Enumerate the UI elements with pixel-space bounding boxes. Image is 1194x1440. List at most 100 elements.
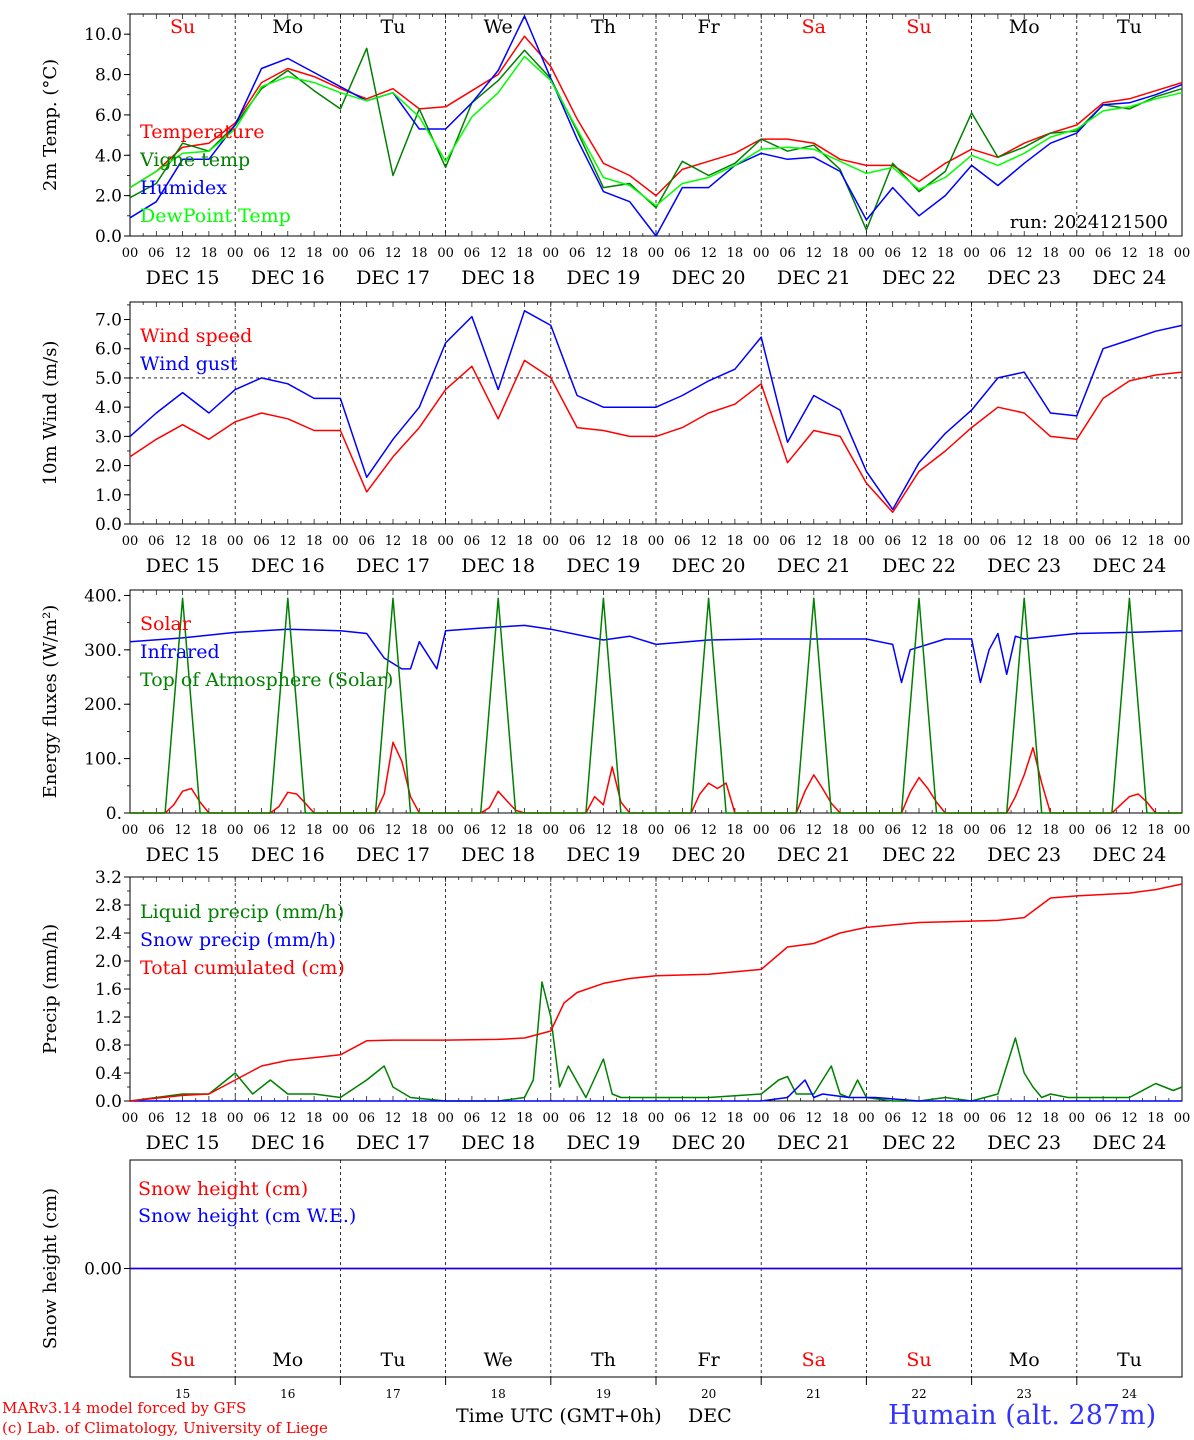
- hour-tick-label: 18: [832, 534, 849, 549]
- hour-tick-label: 00: [963, 246, 980, 261]
- date-label: DEC 23: [987, 1132, 1061, 1154]
- hour-tick-label: 06: [674, 823, 691, 838]
- hour-tick-label: 00: [1174, 1111, 1191, 1126]
- panel-frame: [129, 589, 1183, 814]
- y-axis-label: 10m Wind (m/s): [40, 341, 61, 486]
- date-label: DEC 16: [251, 267, 325, 289]
- date-label: DEC 17: [356, 1132, 430, 1154]
- hour-tick-label: 06: [148, 1111, 165, 1126]
- y-tick-label: 0.4: [95, 1064, 122, 1084]
- weekday-label: We: [484, 16, 513, 38]
- weekday-label: Tu: [381, 16, 406, 38]
- hour-tick-label: 06: [884, 534, 901, 549]
- hour-tick-label: 00: [753, 246, 770, 261]
- hour-tick-label: 00: [1069, 823, 1086, 838]
- hour-tick-label: 12: [1016, 1111, 1033, 1126]
- legend-entry: Solar: [140, 613, 192, 635]
- hour-tick-label: 00: [543, 823, 560, 838]
- series-liquid-precip-mm-h-: [129, 981, 1183, 1102]
- hour-tick-label: 12: [911, 246, 928, 261]
- date-label: DEC 22: [882, 844, 956, 866]
- y-tick-label: 8.0: [95, 66, 122, 86]
- hour-tick-label: 12: [806, 1111, 823, 1126]
- date-label: DEC 15: [146, 844, 220, 866]
- date-label: DEC 20: [672, 1132, 746, 1154]
- hour-tick-label: 12: [490, 534, 507, 549]
- weekday-label: Tu: [1117, 1349, 1142, 1371]
- date-label: DEC 19: [566, 555, 640, 577]
- hour-tick-label: 12: [280, 1111, 297, 1126]
- series-dewpoint-temp: [129, 55, 1183, 207]
- date-label: DEC 16: [251, 555, 325, 577]
- date-label: DEC 16: [251, 1132, 325, 1154]
- hour-tick-label: 12: [700, 534, 717, 549]
- hour-tick-label: 00: [227, 1111, 244, 1126]
- legend-entry: Snow precip (mm/h): [140, 929, 336, 951]
- date-label: DEC 15: [146, 1132, 220, 1154]
- date-label: DEC 22: [882, 555, 956, 577]
- hour-tick-label: 06: [990, 534, 1007, 549]
- hour-tick-label: 12: [174, 823, 191, 838]
- date-label: DEC 23: [987, 844, 1061, 866]
- hour-tick-label: 06: [569, 823, 586, 838]
- hour-tick-label: 00: [648, 823, 665, 838]
- hour-tick-label: 06: [674, 1111, 691, 1126]
- hour-tick-label: 12: [806, 823, 823, 838]
- series-snow-precip-mm-h-: [130, 1079, 1182, 1102]
- y-tick-label: 3.0: [95, 427, 122, 447]
- hour-tick-label: 12: [595, 246, 612, 261]
- hour-tick-label: 06: [253, 823, 270, 838]
- hour-tick-label: 06: [148, 246, 165, 261]
- hour-tick-label: 12: [385, 1111, 402, 1126]
- hour-tick-label: 12: [911, 823, 928, 838]
- legend-entry: Snow height (cm W.E.): [138, 1205, 356, 1227]
- y-tick-label: 10.0: [84, 25, 122, 45]
- hour-tick-label: 12: [806, 534, 823, 549]
- series-vigne-temp: [129, 47, 1183, 231]
- hour-tick-label: 12: [911, 534, 928, 549]
- legend-entry: Humidex: [140, 177, 227, 199]
- hour-tick-label: 12: [700, 823, 717, 838]
- hour-tick-label: 06: [148, 823, 165, 838]
- hour-tick-label: 00: [543, 246, 560, 261]
- y-tick-label: 2.0: [95, 457, 122, 477]
- date-label: DEC 16: [251, 844, 325, 866]
- y-tick-label: 3.2: [95, 868, 122, 888]
- hour-tick-label: 12: [385, 823, 402, 838]
- weekday-label: Sa: [802, 1349, 826, 1371]
- hour-tick-label: 00: [122, 823, 139, 838]
- day-number: 22: [911, 1387, 926, 1401]
- date-label: DEC 24: [1092, 267, 1166, 289]
- hour-tick-label: 12: [1121, 246, 1138, 261]
- hour-tick-label: 00: [332, 246, 349, 261]
- hour-tick-label: 06: [358, 534, 375, 549]
- hour-tick-label: 18: [937, 1111, 954, 1126]
- x-axis-title: Time UTC (GMT+0h): [456, 1405, 662, 1427]
- y-tick-label: 4.0: [95, 146, 122, 166]
- date-label: DEC 20: [672, 267, 746, 289]
- y-tick-label: 2.0: [95, 187, 122, 207]
- hour-tick-label: 00: [1069, 534, 1086, 549]
- legend-entry: Infrared: [140, 641, 220, 663]
- series-top-of-atmosphere-solar-: [130, 597, 1182, 814]
- hour-tick-label: 06: [253, 246, 270, 261]
- hour-tick-label: 18: [727, 823, 744, 838]
- y-tick-label: 300.: [84, 641, 122, 661]
- hour-tick-label: 12: [280, 823, 297, 838]
- hour-tick-label: 06: [884, 823, 901, 838]
- date-label: DEC 19: [566, 1132, 640, 1154]
- hour-tick-label: 06: [358, 1111, 375, 1126]
- hour-tick-label: 12: [1121, 1111, 1138, 1126]
- weekday-label: Fr: [697, 1349, 720, 1371]
- hour-tick-label: 06: [779, 823, 796, 838]
- hour-tick-label: 00: [227, 534, 244, 549]
- hour-tick-label: 12: [911, 1111, 928, 1126]
- hour-tick-label: 12: [1121, 823, 1138, 838]
- hour-tick-label: 00: [543, 534, 560, 549]
- hour-tick-label: 00: [122, 1111, 139, 1126]
- month-label: DEC: [688, 1405, 732, 1427]
- date-label: DEC 23: [987, 555, 1061, 577]
- hour-tick-label: 00: [753, 823, 770, 838]
- hour-tick-label: 06: [884, 246, 901, 261]
- weekday-label: Mo: [1009, 16, 1040, 38]
